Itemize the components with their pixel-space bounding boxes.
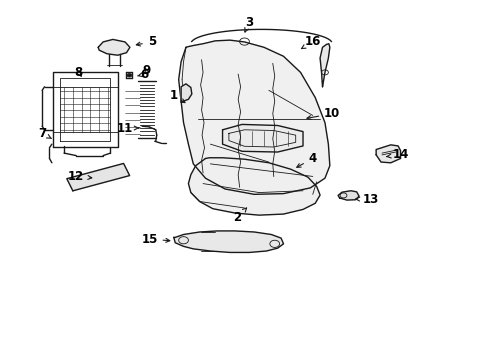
Polygon shape: [67, 163, 129, 191]
Text: 10: 10: [306, 107, 340, 120]
Text: 1: 1: [169, 89, 184, 103]
Text: 15: 15: [141, 233, 169, 246]
Polygon shape: [98, 40, 130, 55]
Text: 8: 8: [75, 66, 82, 79]
Polygon shape: [375, 145, 400, 163]
Polygon shape: [181, 84, 191, 101]
Polygon shape: [178, 40, 329, 194]
Text: 6: 6: [137, 68, 148, 81]
Text: 2: 2: [233, 208, 246, 224]
Polygon shape: [337, 191, 358, 200]
Circle shape: [127, 73, 132, 77]
Text: 5: 5: [136, 35, 156, 49]
Text: 7: 7: [38, 127, 51, 140]
Text: 14: 14: [386, 148, 408, 161]
Polygon shape: [320, 44, 329, 87]
Polygon shape: [188, 158, 320, 215]
Text: 3: 3: [244, 16, 253, 32]
Polygon shape: [222, 125, 303, 152]
Text: 13: 13: [355, 193, 379, 206]
Polygon shape: [173, 231, 283, 252]
Text: 9: 9: [142, 64, 151, 77]
Text: 4: 4: [296, 152, 316, 167]
Text: 16: 16: [301, 35, 320, 49]
Text: 11: 11: [117, 122, 139, 135]
Text: 12: 12: [68, 170, 92, 183]
